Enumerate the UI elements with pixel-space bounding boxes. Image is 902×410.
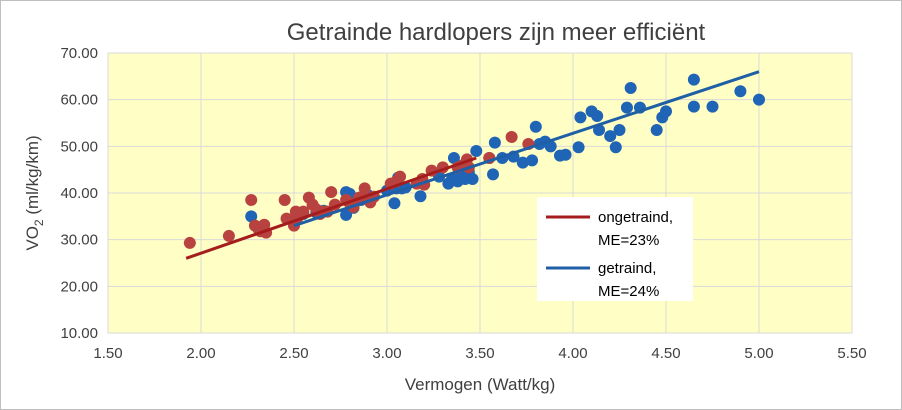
y-tick-label: 50.00 (60, 138, 98, 155)
y-axis-label-main: VO (23, 226, 42, 251)
data-point (358, 182, 371, 195)
x-tick-label: 5.50 (837, 345, 866, 362)
y-tick-label: 70.00 (60, 45, 98, 62)
data-point (526, 154, 539, 167)
x-axis-label: Vermogen (Watt/kg) (405, 375, 556, 394)
data-point (488, 136, 501, 149)
data-point (470, 145, 483, 157)
data-point (222, 229, 235, 242)
x-tick-label: 5.00 (744, 345, 773, 362)
data-point (487, 168, 500, 181)
data-point (544, 140, 557, 153)
legend-label-getraind-me: ME=24% (598, 283, 659, 300)
trendline-1 (185, 156, 477, 260)
data-point (394, 170, 407, 183)
y-axis-label-sub: 2 (32, 219, 46, 226)
y-tick-label: 60.00 (60, 92, 98, 109)
x-tick-label: 3.50 (465, 345, 494, 362)
data-point (516, 156, 529, 169)
y-tick-label: 40.00 (60, 185, 98, 202)
trendline-0 (293, 70, 760, 228)
data-point (660, 105, 672, 118)
data-point (624, 82, 637, 94)
x-tick-label: 4.50 (651, 345, 680, 362)
legend-label-ongetraind: ongetraind, (598, 209, 673, 226)
trendlines (185, 70, 760, 260)
data-point (466, 173, 479, 185)
data-point (604, 130, 617, 143)
legend-label-ongetraind-me: ME=23% (598, 232, 659, 249)
data-point (297, 205, 310, 218)
y-tick-label: 10.00 (60, 325, 98, 342)
data-point (609, 141, 622, 154)
data-point (574, 111, 587, 124)
data-point (613, 124, 626, 136)
x-tick-label: 2.00 (186, 345, 215, 362)
x-tick-labels: 1.50 2.00 2.50 3.00 3.50 4.00 4.50 5.00 5.50 (93, 345, 866, 362)
y-axis-label-rest: (ml/kg/km) (23, 135, 42, 219)
y-tick-label: 30.00 (60, 232, 98, 249)
data-point (278, 194, 291, 206)
data-point (447, 152, 460, 164)
data-point (706, 100, 719, 113)
data-point (183, 236, 196, 249)
data-point (505, 131, 518, 143)
data-point (572, 141, 585, 154)
x-tick-label: 3.00 (372, 345, 401, 362)
data-point (559, 148, 572, 161)
y-axis-label: VO2 (ml/kg/km) (23, 135, 46, 250)
data-point (414, 190, 427, 203)
data-point (245, 194, 258, 206)
legend-box (537, 197, 693, 301)
data-point (687, 73, 700, 86)
data-point (650, 124, 663, 136)
data-point (620, 101, 633, 114)
data-point (687, 100, 700, 113)
data-point (245, 210, 258, 223)
y-tick-labels: 10.00 20.00 30.00 40.00 50.00 60.00 70.00 (60, 45, 98, 342)
data-point (591, 110, 604, 122)
chart-title: Getrainde hardlopers zijn meer efficiënt (287, 19, 706, 46)
data-point (734, 85, 747, 98)
data-point (388, 197, 401, 210)
legend-label-getraind: getraind, (598, 260, 656, 277)
legend: ongetraind, ME=23% getraind, ME=24% (537, 197, 693, 301)
x-tick-label: 4.00 (558, 345, 587, 362)
data-point (753, 93, 765, 106)
y-tick-label: 20.00 (60, 278, 98, 295)
data-point (529, 120, 542, 133)
x-tick-label: 1.50 (93, 345, 122, 362)
data-point (325, 186, 338, 199)
x-tick-label: 2.50 (279, 345, 308, 362)
